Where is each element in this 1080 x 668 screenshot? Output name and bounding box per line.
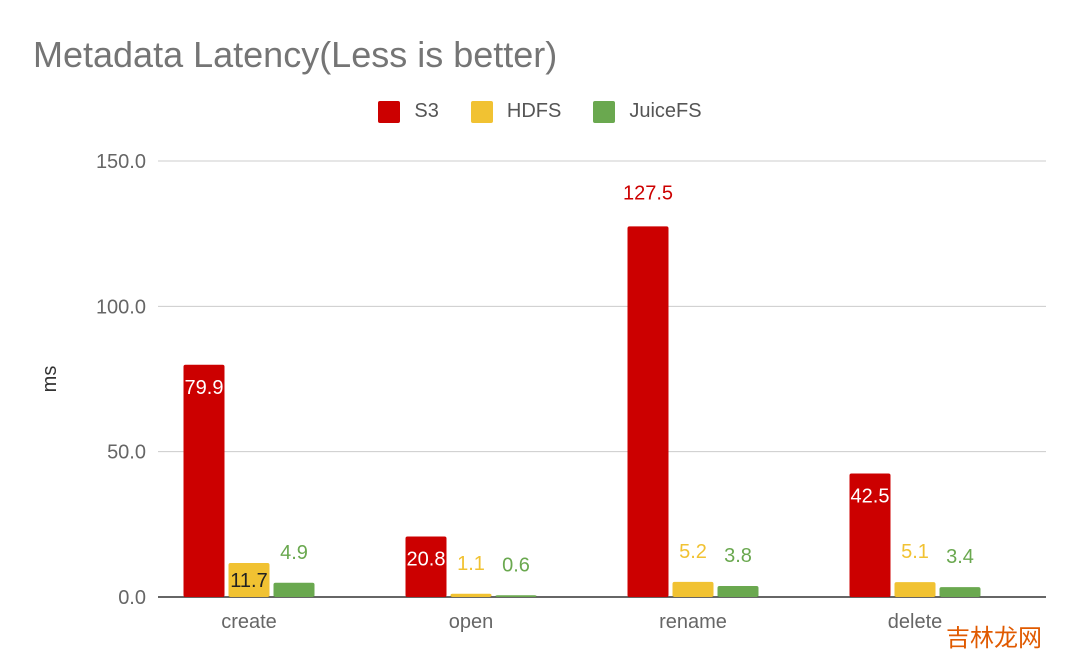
y-tick-label: 50.0 — [107, 442, 146, 464]
data-label: 5.2 — [679, 541, 707, 563]
y-tick-label: 100.0 — [96, 296, 146, 318]
x-tick-label: open — [449, 611, 494, 633]
data-label: 0.6 — [502, 554, 530, 576]
legend-item-s3[interactable]: S3 — [378, 100, 439, 123]
data-label: 127.5 — [623, 182, 673, 204]
legend-swatch-hdfs — [470, 100, 493, 123]
bar-juicefs-delete — [939, 587, 981, 597]
y-tick-label: 0.0 — [118, 587, 146, 609]
bar-s3-open — [405, 536, 447, 597]
bar-hdfs-delete — [894, 582, 936, 597]
data-label: 3.8 — [724, 545, 752, 567]
data-label: 1.1 — [457, 553, 485, 575]
bar-juicefs-create — [273, 582, 315, 597]
bar-s3-rename — [627, 226, 669, 597]
data-label: 4.9 — [280, 542, 308, 564]
bar-hdfs-open — [450, 593, 492, 597]
legend-swatch-s3 — [378, 100, 401, 123]
legend-item-juicefs[interactable]: JuiceFS — [593, 100, 702, 123]
x-tick-label: delete — [888, 611, 943, 633]
bar-hdfs-create — [228, 562, 270, 597]
bar-s3-create — [183, 364, 225, 597]
watermark-text: 吉林龙网 — [946, 625, 1042, 652]
y-axis-label: ms — [39, 366, 61, 393]
data-label: 79.9 — [185, 377, 224, 399]
legend: S3 HDFS JuiceFS — [0, 100, 1080, 123]
chart-title: Metadata Latency(Less is better) — [33, 34, 558, 75]
legend-item-hdfs[interactable]: HDFS — [470, 100, 562, 123]
data-label: 20.8 — [407, 549, 446, 571]
bar-juicefs-open — [495, 595, 537, 597]
data-label: 42.5 — [851, 485, 890, 507]
legend-label-s3: S3 — [414, 100, 439, 122]
y-tick-label: 150.0 — [96, 151, 146, 173]
data-label: 5.1 — [901, 541, 929, 563]
bar-s3-delete — [849, 473, 891, 597]
legend-swatch-juicefs — [593, 100, 616, 123]
legend-label-hdfs: HDFS — [506, 100, 562, 122]
x-tick-label: rename — [659, 611, 727, 633]
data-label: 11.7 — [230, 570, 267, 592]
bar-juicefs-rename — [717, 585, 759, 597]
legend-label-juicefs: JuiceFS — [629, 100, 702, 122]
bar-hdfs-rename — [672, 581, 714, 597]
x-tick-label: create — [221, 611, 277, 633]
data-label: 3.4 — [946, 546, 974, 568]
